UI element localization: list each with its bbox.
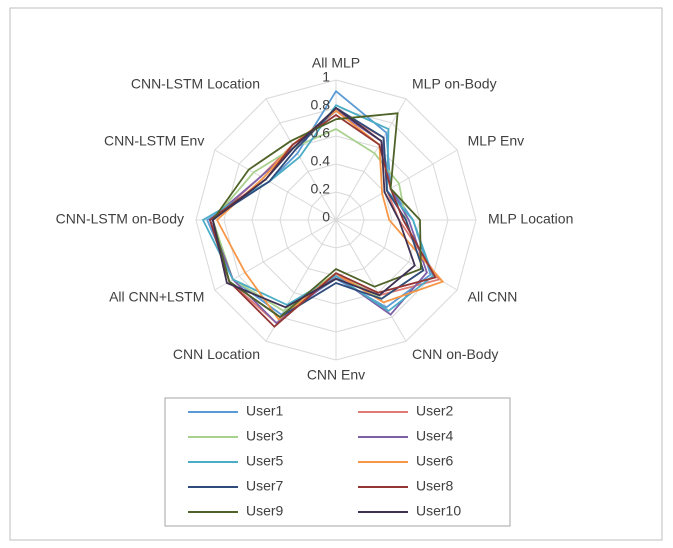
legend-label: User7 xyxy=(246,478,284,494)
category-label: MLP Env xyxy=(468,133,525,149)
axis-spoke xyxy=(335,149,458,221)
axis-spoke xyxy=(214,149,337,221)
legend-label: User3 xyxy=(246,428,284,444)
axis-spoke xyxy=(265,98,337,221)
r-tick-label: 1 xyxy=(322,69,330,85)
series-line xyxy=(211,106,416,309)
category-label: MLP on-Body xyxy=(412,76,497,92)
category-label: CNN on-Body xyxy=(412,346,498,362)
category-label: CNN Location xyxy=(173,346,260,362)
axis-spoke xyxy=(335,219,407,342)
category-label: CNN-LSTM on-Body xyxy=(56,211,184,227)
r-tick-label: 0 xyxy=(322,209,330,225)
legend-label: User2 xyxy=(416,403,454,419)
r-tick-label: 0.6 xyxy=(311,125,331,141)
legend-label: User9 xyxy=(246,503,284,519)
category-label: All CNN xyxy=(468,289,518,305)
category-label: All CNN+LSTM xyxy=(109,289,204,305)
legend-label: User6 xyxy=(416,453,454,469)
series-line xyxy=(208,106,425,319)
category-label: CNN Env xyxy=(307,367,365,383)
r-tick-label: 0.2 xyxy=(311,181,331,197)
legend-label: User4 xyxy=(416,428,454,444)
category-label: MLP Location xyxy=(488,211,573,227)
axis-spoke xyxy=(335,98,407,221)
axis-spoke xyxy=(335,219,458,291)
legend-label: User8 xyxy=(416,478,454,494)
series-line xyxy=(211,112,422,319)
r-tick-label: 0.8 xyxy=(311,97,331,113)
legend-label: User5 xyxy=(246,453,284,469)
category-label: All MLP xyxy=(312,55,360,71)
legend-label: User10 xyxy=(416,503,461,519)
r-tick-label: 0.4 xyxy=(311,153,331,169)
category-label: CNN-LSTM Env xyxy=(104,133,204,149)
category-label: CNN-LSTM Location xyxy=(131,76,260,92)
legend-label: User1 xyxy=(246,403,284,419)
axis-spoke xyxy=(214,219,337,291)
